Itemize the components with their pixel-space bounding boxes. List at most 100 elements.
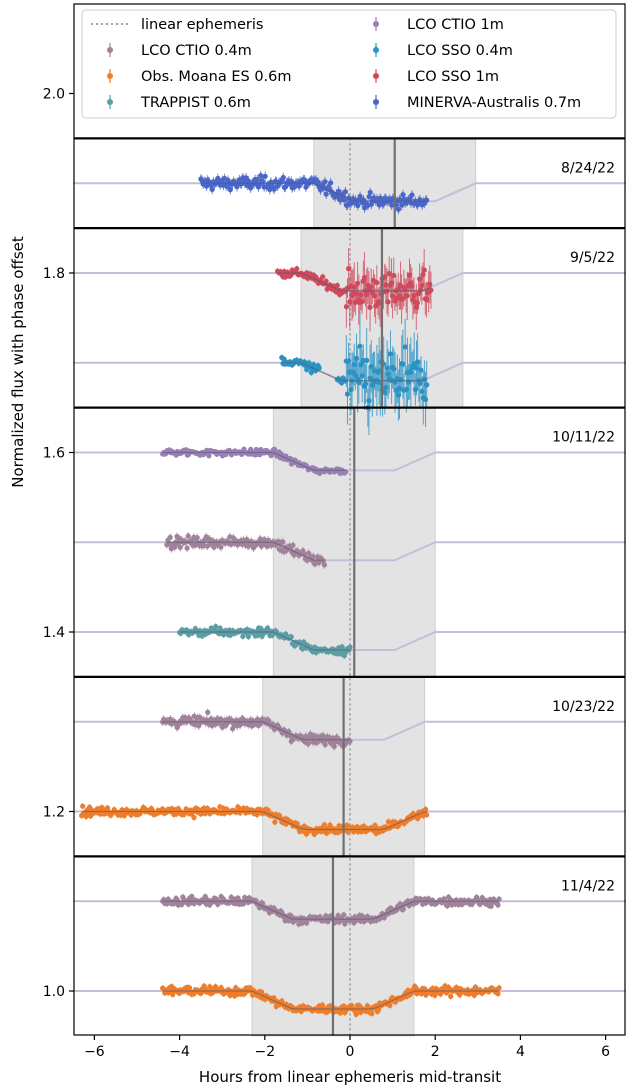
data-point (376, 1006, 382, 1013)
data-point (241, 901, 247, 907)
data-point (390, 293, 396, 299)
data-point (321, 562, 327, 568)
data-point (320, 733, 326, 739)
legend-swatch (107, 99, 113, 105)
x-tick-label: 2 (431, 1044, 440, 1060)
x-tick-label: 0 (346, 1044, 355, 1060)
data-point (80, 803, 86, 809)
data-point (316, 365, 322, 371)
data-point (218, 544, 224, 550)
data-point (353, 1011, 359, 1018)
data-point (363, 381, 369, 387)
data-point (184, 545, 190, 551)
legend-label: LCO CTIO 0.4m (141, 43, 252, 59)
data-point (209, 186, 215, 192)
data-point (424, 382, 430, 388)
data-point (254, 812, 260, 818)
data-point (423, 806, 429, 812)
data-point (422, 396, 429, 403)
data-point (310, 361, 317, 368)
data-point (260, 900, 266, 907)
legend-swatch (107, 47, 113, 53)
data-point (364, 357, 370, 363)
data-point (177, 544, 183, 551)
data-point (323, 278, 329, 284)
data-point (245, 634, 251, 640)
legend-label: LCO SSO 0.4m (407, 43, 513, 59)
data-point (355, 280, 361, 286)
data-point (496, 985, 502, 991)
legend-label: MINERVA-Australis 0.7m (407, 95, 581, 111)
data-point (322, 179, 328, 185)
data-point (448, 993, 454, 1000)
data-point (319, 1002, 325, 1008)
data-point (320, 274, 326, 280)
data-point (374, 280, 380, 286)
data-point (366, 398, 372, 404)
data-point (205, 709, 211, 716)
data-point (272, 819, 278, 825)
data-point (395, 206, 402, 212)
plot-axes: −6 −4 −2 0 2 4 6 1.0 1.2 1.4 1.6 1.8 2.0 (43, 3, 626, 1060)
panel-date-2: 10/11/22 (552, 430, 615, 446)
y-tick-label: 1.6 (43, 446, 65, 462)
fit-line-1-0 (277, 272, 432, 292)
data-point (424, 197, 430, 203)
legend-label: linear ephemeris (141, 17, 263, 33)
data-point (288, 634, 294, 640)
data-point (344, 391, 351, 397)
legend-swatch (373, 47, 379, 53)
legend-swatch (373, 99, 379, 105)
data-point (167, 534, 173, 541)
fit-line-2-2 (179, 631, 350, 651)
x-tick-label: −6 (84, 1044, 105, 1060)
data-point (302, 177, 308, 183)
data-point (409, 192, 415, 198)
data-point (351, 284, 357, 290)
data-point (213, 623, 219, 630)
data-point (194, 535, 200, 541)
data-point (387, 351, 394, 357)
fit-line-0-0 (200, 182, 427, 202)
y-tick-label: 1.0 (43, 984, 65, 1000)
data-point (191, 814, 197, 821)
fit-line-4-1 (162, 990, 500, 1010)
legend-label: TRAPPIST 0.6m (140, 95, 251, 111)
chart-legend: linear ephemeris LCO CTIO 0.4m Obs. Moana … (81, 9, 617, 119)
data-point (400, 906, 406, 912)
x-tick-label: −2 (254, 1044, 275, 1060)
legend-swatch (373, 21, 379, 27)
data-point (322, 741, 328, 748)
data-point (364, 1003, 370, 1009)
data-point (427, 281, 433, 287)
data-point (294, 266, 300, 272)
fit-line-3-1 (81, 810, 427, 831)
data-point (400, 361, 406, 367)
data-point (170, 991, 176, 998)
data-point (389, 202, 395, 208)
panel-date-labels: 8/24/22 9/5/22 10/11/22 10/23/22 11/4/22 (552, 160, 615, 894)
data-point (414, 300, 420, 306)
fit-line-4-0 (162, 900, 500, 920)
data-point (346, 266, 352, 272)
data-point (496, 896, 502, 902)
panel-dividers (74, 137, 625, 858)
data-point (367, 189, 373, 195)
data-point (230, 535, 236, 541)
fit-line-3-0 (162, 721, 350, 741)
measured-midtransit-lines (331, 138, 396, 1036)
panel-date-0: 8/24/22 (561, 160, 615, 176)
data-point (385, 819, 392, 825)
data-point (385, 299, 391, 305)
data-point (280, 174, 286, 181)
data-point (418, 287, 424, 293)
data-point (432, 992, 438, 999)
data-point (204, 543, 210, 549)
legend-box (81, 9, 617, 119)
data-point (402, 344, 408, 350)
data-point (254, 176, 260, 183)
y-tick-label: 1.8 (43, 266, 65, 282)
data-point (347, 644, 353, 650)
data-point (424, 812, 430, 818)
